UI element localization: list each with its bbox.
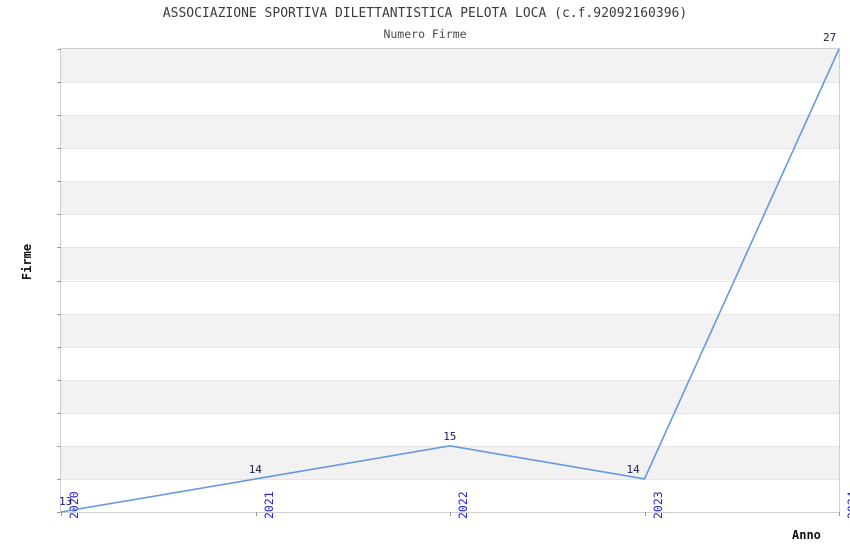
y-axis-tick-mark: [57, 148, 61, 150]
series-line: [60, 48, 840, 513]
gridline: [61, 148, 839, 150]
plot-area: 131415161718192021222324252627 202020212…: [57, 31, 850, 519]
gridline: [61, 313, 839, 315]
data-point-label: 13: [59, 495, 73, 508]
y-axis-tick-mark: [57, 82, 61, 84]
background-band: [61, 181, 839, 215]
background-band: [61, 313, 839, 347]
x-axis-tick-mark: [644, 512, 646, 516]
y-axis-tick-mark: [57, 115, 61, 117]
gridline: [61, 379, 839, 381]
y-axis-tick-mark: [57, 181, 61, 183]
y-axis-tick-mark: [57, 346, 61, 348]
x-axis-tick-mark: [450, 512, 451, 516]
gridline: [61, 181, 839, 183]
x-axis-tick-mark: [61, 512, 62, 516]
y-axis-tick-mark: [57, 214, 61, 216]
gridline: [61, 280, 839, 282]
background-band: [61, 445, 839, 479]
chart-title: ASSOCIAZIONE SPORTIVA DILETTANTISTICA PE…: [162, 6, 688, 21]
data-point-label: 14: [248, 462, 262, 476]
x-axis-title: Anno: [792, 528, 821, 542]
gridline: [61, 115, 839, 117]
gridline: [61, 412, 839, 414]
y-axis-tick-mark: [57, 379, 61, 381]
y-axis-tick-mark: [57, 512, 61, 513]
y-axis-tick-mark: [57, 280, 61, 282]
chart-subtitle: Numero Firme: [383, 27, 467, 41]
background-band: [61, 379, 839, 413]
gridline: [61, 214, 839, 216]
data-point-label: 15: [443, 429, 457, 443]
gridline: [61, 478, 839, 480]
y-axis-tick-mark: [57, 247, 61, 249]
gridline: [61, 346, 839, 348]
x-axis-tick-mark: [255, 512, 257, 516]
y-axis-title: Firme: [20, 243, 35, 281]
y-axis-tick-mark: [57, 49, 61, 50]
series-polyline: [60, 48, 840, 513]
gridline: [61, 82, 839, 84]
x-axis-tick-mark: [839, 512, 840, 516]
data-point-label: 27: [823, 31, 837, 44]
background-band: [61, 49, 839, 83]
data-point-label: 14: [626, 462, 640, 476]
gridline: [61, 247, 839, 249]
background-band: [61, 115, 839, 149]
y-axis-tick-mark: [57, 412, 61, 414]
y-axis-tick-mark: [57, 313, 61, 315]
y-axis-tick-mark: [57, 445, 61, 447]
background-band: [61, 247, 839, 281]
x-axis-tick-label: 2024: [845, 491, 850, 519]
y-axis-tick-mark: [57, 478, 61, 480]
